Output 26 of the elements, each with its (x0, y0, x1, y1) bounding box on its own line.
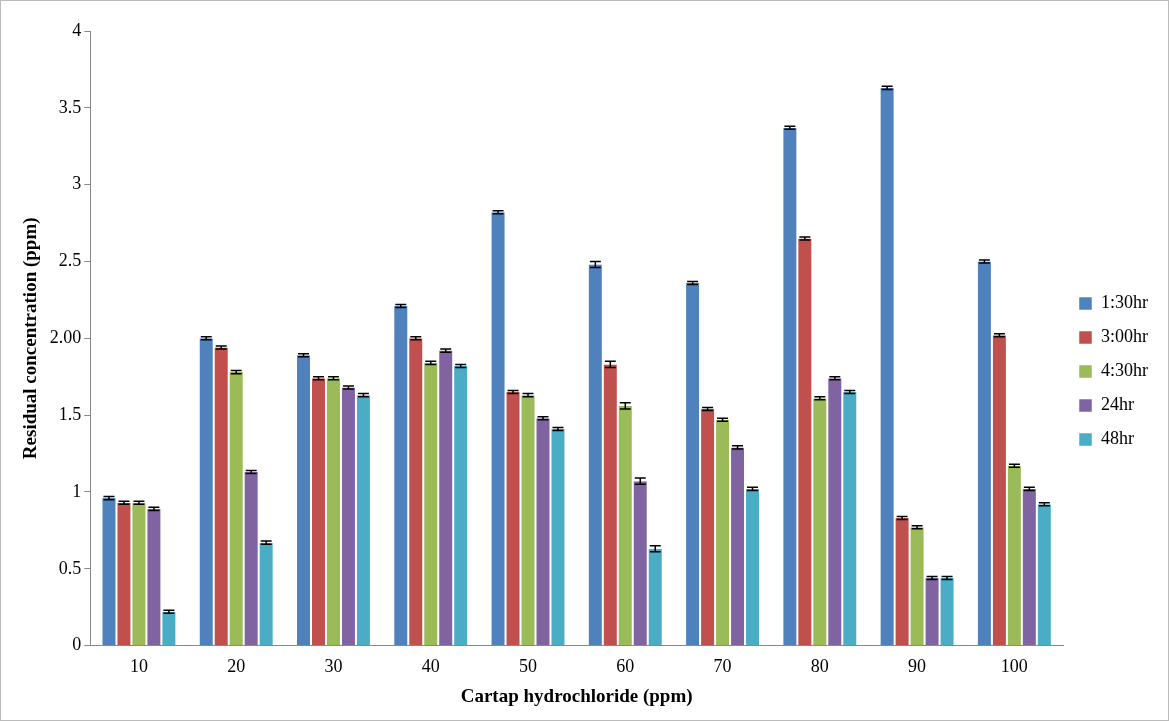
x-tick-label: 20 (227, 656, 246, 677)
y-tick-label: 0.5 (58, 557, 82, 578)
y-tick-label: 3.5 (58, 96, 82, 117)
x-tick-label: 40 (421, 656, 440, 677)
legend-label: 1:30hr (1101, 292, 1149, 313)
x-tick-label: 70 (713, 656, 732, 677)
y-tick-label: 1 (72, 480, 82, 501)
x-tick-label: 10 (129, 656, 148, 677)
y-axis-title: Residual concentration (ppm) (19, 217, 42, 460)
x-tick-label: 50 (519, 656, 538, 677)
x-tick-label: 80 (810, 656, 829, 677)
y-tick-label: 4 (72, 19, 82, 40)
y-tick-label: 2.00 (49, 327, 82, 348)
legend-label: 48hr (1101, 428, 1134, 449)
legend-label: 24hr (1101, 394, 1134, 415)
legend-label: 4:30hr (1101, 360, 1149, 381)
x-axis-title: Cartap hydrochloride (ppm) (460, 684, 693, 707)
y-tick-label: 3 (72, 173, 82, 194)
x-tick-label: 100 (1000, 656, 1028, 677)
y-tick-label: 0 (72, 634, 82, 655)
x-tick-label: 30 (324, 656, 343, 677)
legend-label: 3:00hr (1101, 326, 1149, 347)
x-tick-label: 90 (908, 656, 927, 677)
y-tick-label: 2.5 (58, 250, 82, 271)
x-tick-label: 60 (616, 656, 635, 677)
y-tick-label: 1.5 (58, 403, 82, 424)
